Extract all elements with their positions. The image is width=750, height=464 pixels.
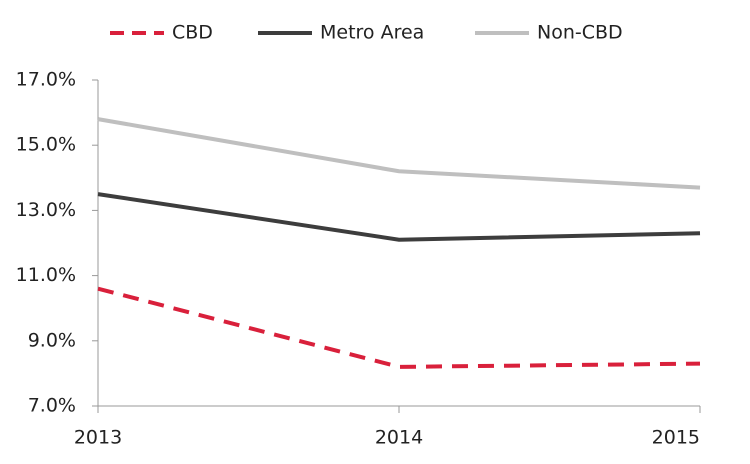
y-tick-label: 17.0% xyxy=(16,69,76,91)
series-line xyxy=(97,117,701,190)
legend-label: CBD xyxy=(172,22,213,44)
legend-label: Metro Area xyxy=(320,22,424,44)
series-line xyxy=(97,286,701,369)
y-tick-label: 13.0% xyxy=(16,199,76,221)
x-tick-label: 2014 xyxy=(375,427,423,449)
x-tick-label: 2015 xyxy=(652,427,700,449)
y-tick-label: 7.0% xyxy=(28,395,76,417)
y-tick-label: 9.0% xyxy=(28,329,76,351)
series-line xyxy=(97,192,701,242)
legend-label: Non-CBD xyxy=(537,22,623,44)
y-tick-label: 15.0% xyxy=(16,134,76,156)
y-tick-label: 11.0% xyxy=(16,264,76,286)
x-tick-label: 2013 xyxy=(74,427,122,449)
